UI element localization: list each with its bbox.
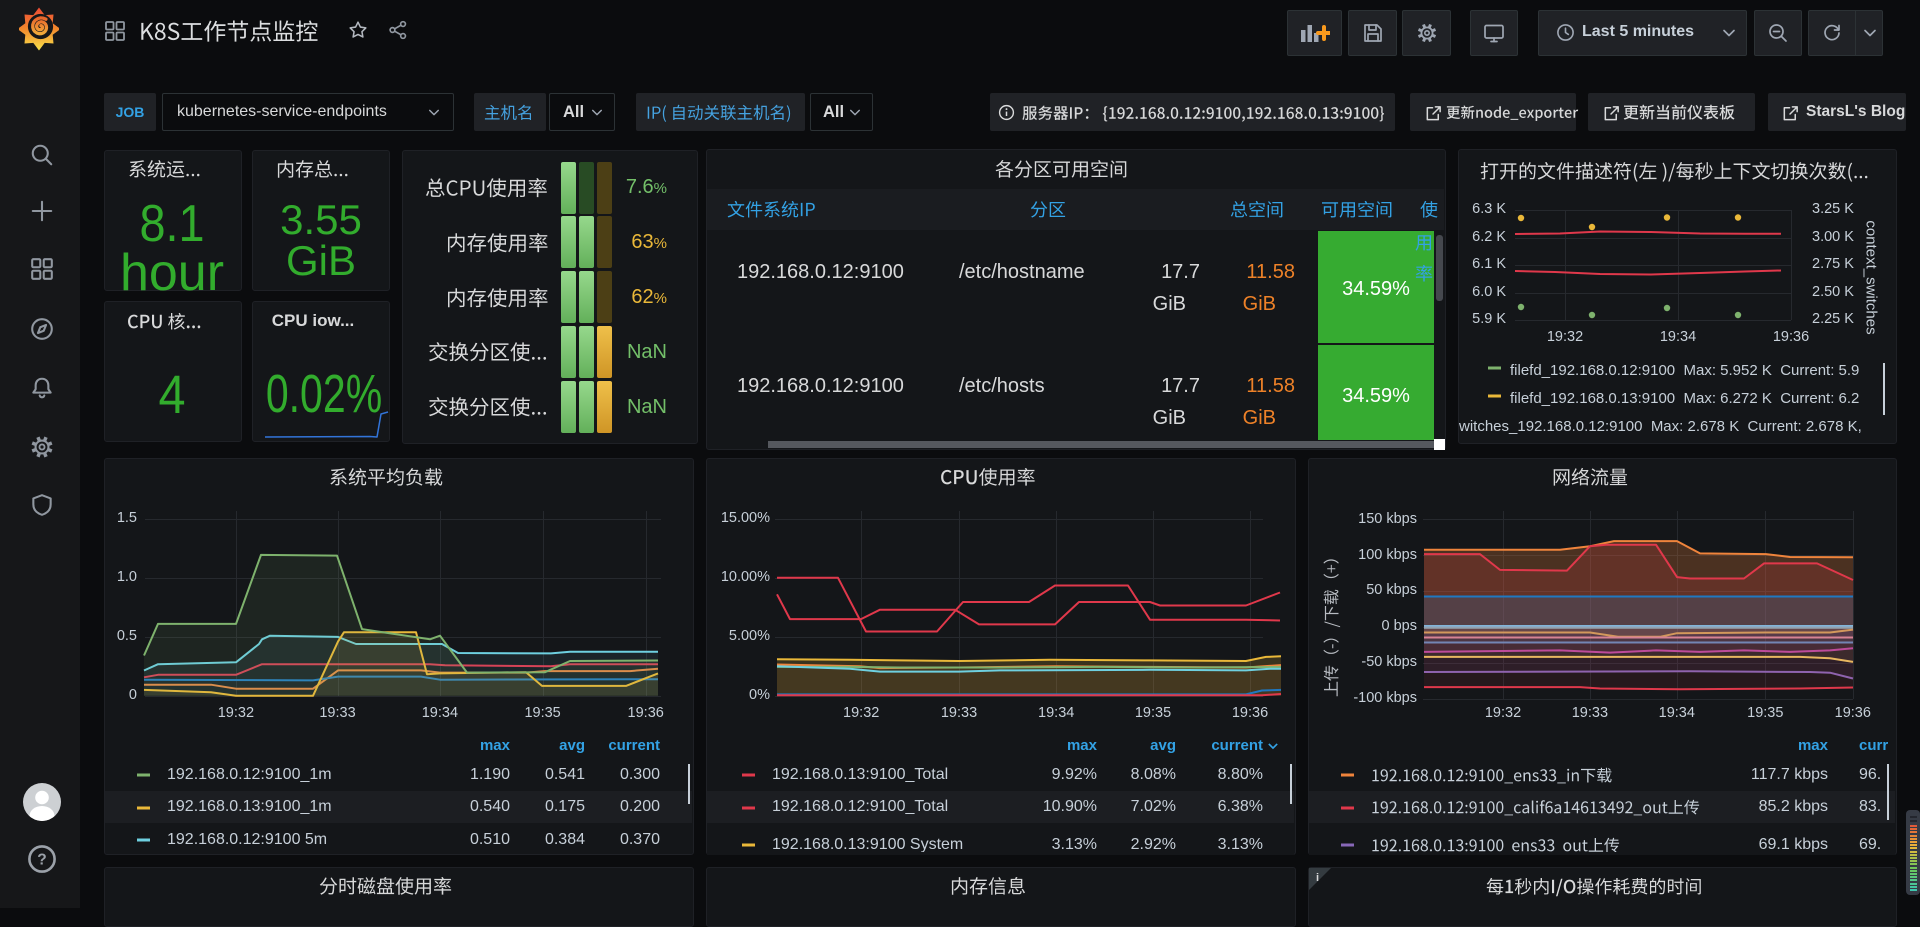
svg-text:i: i	[1316, 872, 1319, 884]
svg-text:?: ?	[37, 852, 46, 869]
